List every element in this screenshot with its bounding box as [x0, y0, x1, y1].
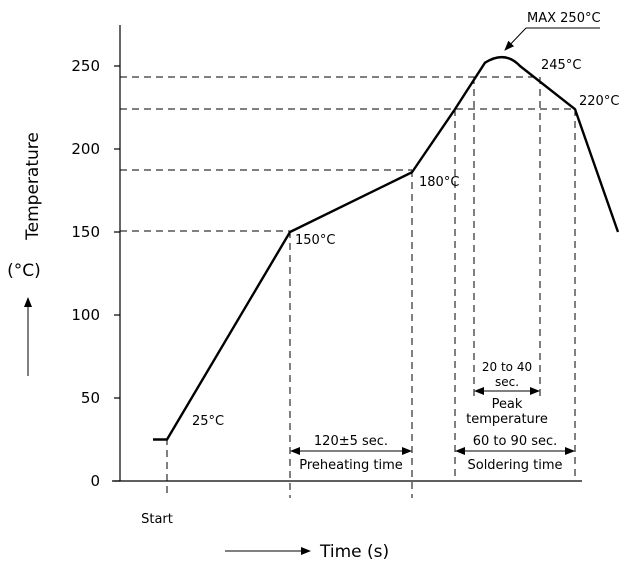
peak-label-line2: temperature [466, 412, 548, 427]
y-tick-label-0: 0 [90, 472, 100, 490]
x-start-label: Start [141, 512, 173, 527]
y-tick-label-250: 250 [71, 57, 100, 75]
temperature-profile-line [153, 55, 620, 441]
y-axis-title: Temperature [23, 132, 43, 241]
label-220c: 220°C [579, 94, 619, 109]
peak-duration-line1: 20 to 40 [482, 360, 532, 374]
y-tick-label-200: 200 [71, 140, 100, 158]
y-axis-ticks: 0 50 100 150 200 250 [71, 57, 120, 490]
solder-duration: 60 to 90 sec. [473, 434, 558, 449]
label-max-250c: MAX 250°C [527, 11, 601, 26]
y-tick-label-150: 150 [71, 223, 100, 241]
label-180c: 180°C [419, 175, 459, 190]
solder-label: Soldering time [467, 458, 562, 473]
y-tick-label-50: 50 [81, 389, 100, 407]
peak-label-line1: Peak [492, 397, 523, 412]
peak-duration-line2: sec. [495, 375, 519, 389]
max-label-leader [504, 27, 527, 51]
label-25c: 25°C [192, 414, 224, 429]
y-axis-unit: (°C) [7, 261, 41, 281]
preheat-duration: 120±5 sec. [314, 434, 388, 449]
x-axis-title: Time (s) [319, 542, 389, 562]
preheat-label: Preheating time [299, 458, 403, 473]
label-245c: 245°C [541, 58, 581, 73]
y-tick-label-100: 100 [71, 306, 100, 324]
label-150c: 150°C [295, 233, 335, 248]
